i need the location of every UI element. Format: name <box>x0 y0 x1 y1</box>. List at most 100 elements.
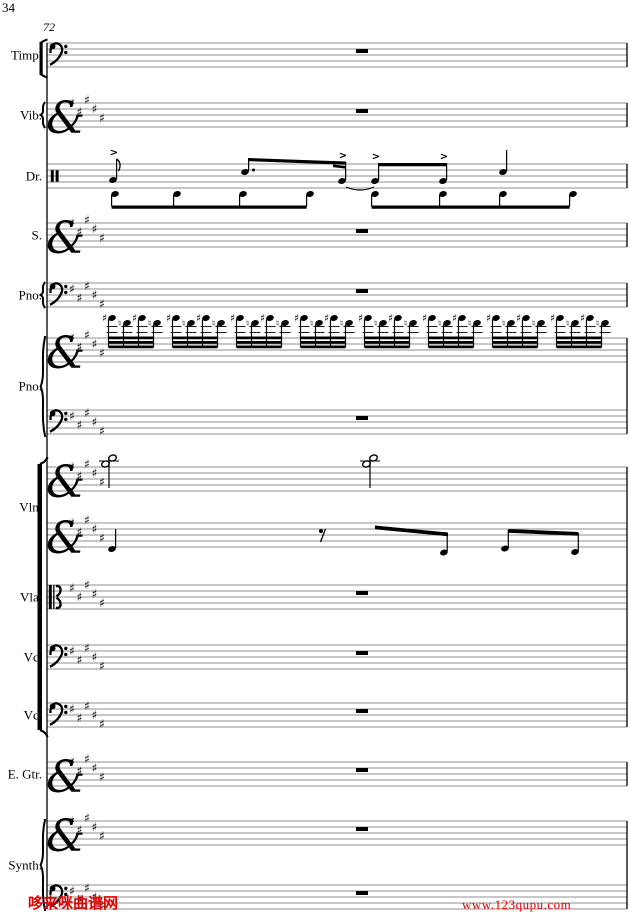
key-signature-synth-lh: ♯♯♯♯♯ <box>69 881 105 913</box>
svg-text:♮: ♮ <box>532 319 535 330</box>
svg-text:♯: ♯ <box>99 424 105 438</box>
svg-text:♯: ♯ <box>92 522 98 536</box>
svg-text:♯: ♯ <box>99 596 105 610</box>
staff-cello-1 <box>47 644 627 670</box>
key-signature-synth-rh: ♯♯♯♯♯ <box>69 811 105 843</box>
drum-notes: > > > > <box>109 148 577 209</box>
staff-synth-rh <box>47 820 627 846</box>
clef-treble-piano-2-rh: & <box>46 328 85 379</box>
svg-text:♯: ♯ <box>102 313 107 325</box>
staff-label-piano-1: Pno. <box>19 288 42 303</box>
whole-rest-cello-2 <box>356 709 368 713</box>
staff-label-soprano: S. <box>32 228 42 243</box>
svg-text:♯: ♯ <box>69 884 75 898</box>
svg-text:♮: ♮ <box>276 319 279 330</box>
key-signature-vibraphone: ♯♯♯♯♯ <box>69 93 105 125</box>
whole-rest-piano-1 <box>356 289 368 293</box>
whole-rest-cello-1 <box>356 651 368 655</box>
svg-text:♯: ♯ <box>69 96 75 110</box>
svg-text:♯: ♯ <box>99 659 105 673</box>
whole-rest-viola <box>356 591 368 595</box>
clef-treble-violin-2: & <box>46 513 85 564</box>
staff-label-cello-2: Vc. <box>24 708 42 723</box>
svg-text:♯: ♯ <box>77 340 83 354</box>
bass-clef-icon <box>49 884 68 908</box>
staff-brace <box>38 101 47 129</box>
staff-electric-gtr <box>47 761 627 787</box>
clef-treble-electric-gtr: & <box>46 752 85 803</box>
svg-text:♯: ♯ <box>77 105 83 119</box>
key-signature-cello-1: ♯♯♯♯♯ <box>69 641 105 673</box>
svg-text:♮: ♮ <box>118 319 121 330</box>
measure-number: 72 <box>43 20 55 34</box>
bass-clef-icon <box>49 644 68 668</box>
treble-clef-icon: & <box>46 513 85 564</box>
clef-treble-violin-1: & <box>46 457 85 508</box>
whole-rest-synth-rh <box>356 827 368 831</box>
svg-text:♯: ♯ <box>388 313 393 325</box>
svg-text:♯: ♯ <box>69 460 75 474</box>
treble-clef-icon: & <box>46 457 85 508</box>
staff-soprano <box>47 222 627 248</box>
svg-text:♯: ♯ <box>99 346 105 360</box>
svg-text:♯: ♯ <box>99 770 105 784</box>
staff-label-piano-2-rh: Pno. <box>19 379 42 394</box>
svg-text:♯: ♯ <box>99 231 105 245</box>
svg-text:♯: ♯ <box>92 337 98 351</box>
clef-treble-vibraphone: & <box>46 93 85 144</box>
clef-treble-soprano: & <box>46 213 85 264</box>
svg-text:♯: ♯ <box>84 213 90 227</box>
svg-text:♯: ♯ <box>69 331 75 345</box>
staff-label-drums: Dr. <box>26 169 42 184</box>
svg-text:♯: ♯ <box>77 764 83 778</box>
svg-text:>: > <box>110 148 118 159</box>
svg-text:♮: ♮ <box>468 319 471 330</box>
svg-text:♯: ♯ <box>77 711 83 725</box>
svg-text:♯: ♯ <box>77 418 83 432</box>
violin2-notes <box>108 525 579 556</box>
staff-label-cello-1: Vc. <box>24 650 42 665</box>
treble-clef-icon: & <box>46 213 85 264</box>
percussion-clef-icon <box>50 170 59 182</box>
svg-text:♯: ♯ <box>166 313 171 325</box>
svg-text:♯: ♯ <box>77 469 83 483</box>
svg-text:♮: ♮ <box>404 319 407 330</box>
key-signature-piano-2-lh: ♯♯♯♯♯ <box>69 406 105 438</box>
treble-clef-icon: & <box>46 93 85 144</box>
svg-text:♯: ♯ <box>92 222 98 236</box>
svg-text:♯: ♯ <box>69 516 75 530</box>
svg-text:♮: ♮ <box>182 319 185 330</box>
svg-text:♯: ♯ <box>92 288 98 302</box>
bass-clef-icon <box>49 42 68 66</box>
svg-text:♯: ♯ <box>69 282 75 296</box>
svg-text:♮: ♮ <box>148 319 151 330</box>
svg-text:♯: ♯ <box>84 279 90 293</box>
staff-label-vibraphone: Vib. <box>20 108 42 123</box>
svg-text:♯: ♯ <box>92 890 98 904</box>
violin1-notes <box>99 454 380 488</box>
svg-text:♮: ♮ <box>596 319 599 330</box>
staff-brace <box>39 335 47 438</box>
watermark-site-url: www.123qupu.com <box>462 897 572 912</box>
svg-text:♯: ♯ <box>77 590 83 604</box>
staff-viola <box>47 584 627 610</box>
key-signature-piano-2-rh: ♯♯♯♯♯ <box>69 328 105 360</box>
svg-text:♯: ♯ <box>92 708 98 722</box>
whole-rest-synth-lh <box>356 891 368 895</box>
treble-clef-icon: & <box>46 328 85 379</box>
key-signature-violin-1: ♯♯♯♯♯ <box>69 457 105 489</box>
svg-text:♯: ♯ <box>69 216 75 230</box>
svg-text:♯: ♯ <box>69 644 75 658</box>
svg-text:>: > <box>440 152 448 163</box>
svg-text:♯: ♯ <box>99 899 105 913</box>
staff-piano-1 <box>47 282 627 308</box>
svg-text:♯: ♯ <box>230 313 235 325</box>
staff-brace <box>39 818 47 912</box>
whole-rest-timpani <box>356 49 368 53</box>
key-signature-viola: ♯♯♯♯♯ <box>69 578 105 610</box>
svg-text:♯: ♯ <box>77 823 83 837</box>
staff-label-viola: Vla. <box>20 590 42 605</box>
whole-rest-electric-gtr <box>356 768 368 772</box>
svg-text:♮: ♮ <box>310 319 313 330</box>
